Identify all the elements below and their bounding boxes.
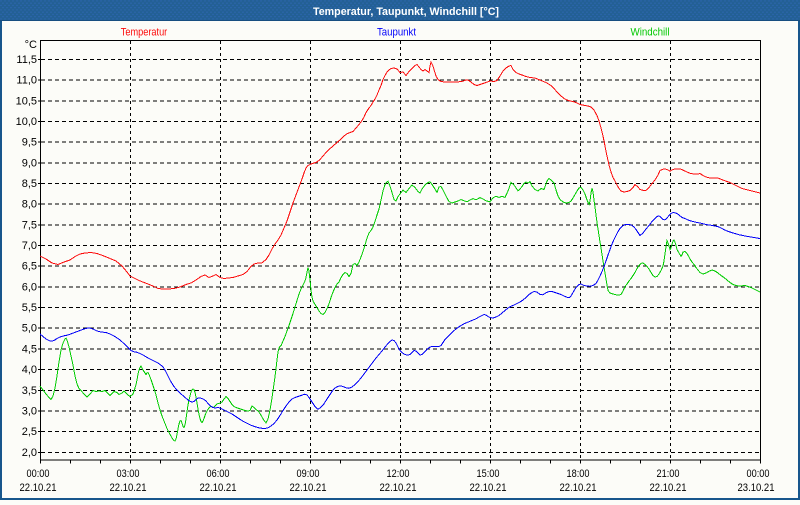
svg-text:22.10.21: 22.10.21 <box>560 482 597 494</box>
svg-text:Windchill: Windchill <box>631 27 670 39</box>
svg-text:2,0: 2,0 <box>22 447 37 459</box>
svg-text:8,0: 8,0 <box>22 199 37 211</box>
svg-text:Temperatur: Temperatur <box>121 27 168 39</box>
svg-text:5,0: 5,0 <box>22 323 37 335</box>
svg-text:11,0: 11,0 <box>16 75 37 87</box>
svg-text:Temperatur, Taupunkt, Windchil: Temperatur, Taupunkt, Windchill [°C] <box>313 6 499 18</box>
svg-text:09:00: 09:00 <box>297 468 320 480</box>
svg-text:3,5: 3,5 <box>22 385 37 397</box>
svg-text:21:00: 21:00 <box>657 468 680 480</box>
svg-text:4,5: 4,5 <box>22 343 37 355</box>
svg-text:00:00: 00:00 <box>747 468 770 480</box>
svg-text:22.10.21: 22.10.21 <box>110 482 147 494</box>
svg-text:5,5: 5,5 <box>22 302 37 314</box>
svg-text:00:00: 00:00 <box>27 468 50 480</box>
svg-text:9,0: 9,0 <box>22 157 37 169</box>
svg-text:22.10.21: 22.10.21 <box>470 482 507 494</box>
svg-text:06:00: 06:00 <box>207 468 230 480</box>
svg-text:3,0: 3,0 <box>22 405 37 417</box>
svg-text:8,5: 8,5 <box>22 178 37 190</box>
svg-text:03:00: 03:00 <box>117 468 140 480</box>
svg-text:6,5: 6,5 <box>22 261 37 273</box>
svg-text:22.10.21: 22.10.21 <box>650 482 687 494</box>
svg-text:22.10.21: 22.10.21 <box>20 482 57 494</box>
svg-text:Taupunkt: Taupunkt <box>377 27 416 39</box>
svg-text:°C: °C <box>25 39 37 51</box>
svg-text:12:00: 12:00 <box>387 468 410 480</box>
svg-text:7,5: 7,5 <box>22 219 37 231</box>
svg-text:22.10.21: 22.10.21 <box>380 482 417 494</box>
svg-text:4,0: 4,0 <box>22 364 37 376</box>
svg-text:22.10.21: 22.10.21 <box>290 482 327 494</box>
svg-text:2,5: 2,5 <box>22 426 37 438</box>
svg-text:15:00: 15:00 <box>477 468 500 480</box>
svg-text:9,5: 9,5 <box>22 137 37 149</box>
svg-text:7,0: 7,0 <box>22 240 37 252</box>
svg-text:10,5: 10,5 <box>16 95 37 107</box>
svg-text:23.10.21: 23.10.21 <box>738 482 775 494</box>
svg-text:11,5: 11,5 <box>16 54 37 66</box>
svg-text:22.10.21: 22.10.21 <box>200 482 237 494</box>
svg-text:6,0: 6,0 <box>22 281 37 293</box>
svg-text:18:00: 18:00 <box>567 468 590 480</box>
svg-text:10,0: 10,0 <box>16 116 37 128</box>
